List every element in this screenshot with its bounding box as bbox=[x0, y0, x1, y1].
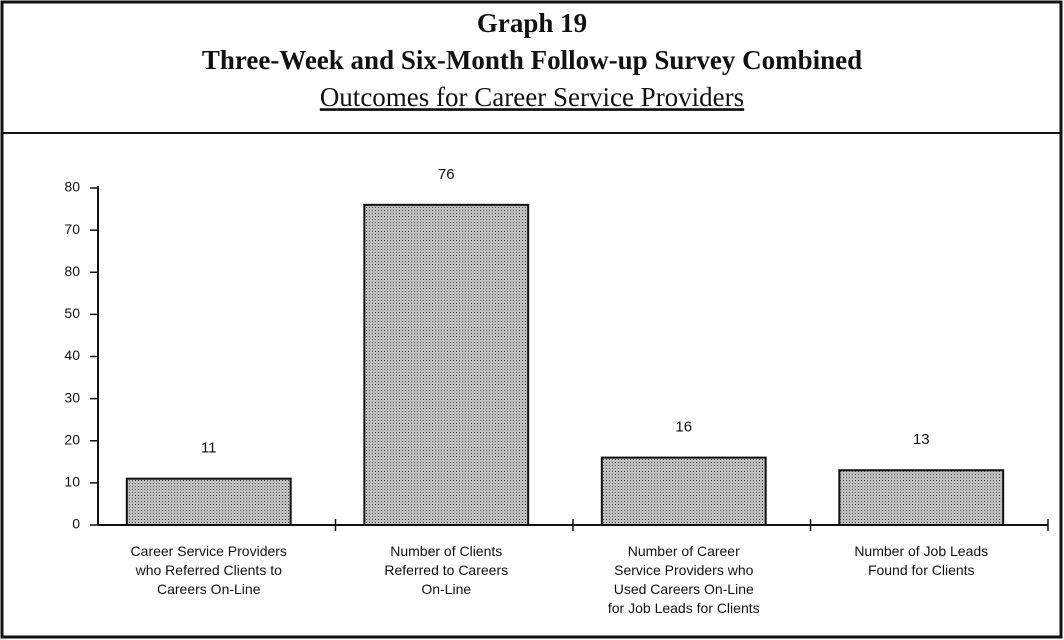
y-tick-label: 10 bbox=[64, 474, 80, 490]
y-tick-label: 80 bbox=[64, 263, 80, 279]
chart-caption: Outcomes for Career Service Providers bbox=[320, 82, 744, 112]
x-tick-label: Number of Career Service Providers who U… bbox=[607, 543, 760, 616]
bar bbox=[838, 469, 1005, 526]
bar bbox=[600, 456, 767, 527]
x-tick-label: Career Service Providers who Referred Cl… bbox=[130, 543, 287, 597]
x-tick-label: Number of Job Leads Found for Clients bbox=[854, 543, 989, 578]
y-tick-label: 20 bbox=[64, 431, 80, 447]
value-label: 76 bbox=[438, 166, 455, 183]
bar bbox=[125, 477, 292, 527]
chart-title: Graph 19 bbox=[477, 8, 587, 38]
bar bbox=[363, 203, 530, 526]
y-tick-label: 30 bbox=[64, 389, 80, 405]
chart-subtitle: Three-Week and Six-Month Follow-up Surve… bbox=[202, 45, 862, 75]
value-label: 16 bbox=[675, 419, 692, 436]
x-tick-label: Number of Clients Referred to Careers On… bbox=[384, 543, 509, 597]
y-tick-label: 0 bbox=[72, 516, 80, 532]
value-label: 13 bbox=[913, 431, 930, 448]
y-tick-label: 50 bbox=[64, 305, 80, 321]
value-label: 11 bbox=[201, 440, 217, 457]
y-tick-label: 40 bbox=[64, 347, 80, 363]
y-tick-label: 70 bbox=[64, 221, 80, 237]
y-tick-label: 80 bbox=[64, 179, 80, 195]
